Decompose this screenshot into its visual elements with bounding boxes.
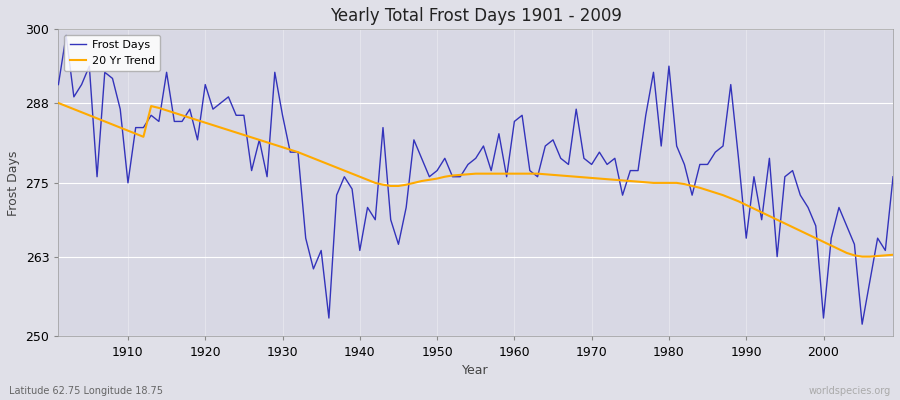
Frost Days	[509, 119, 520, 124]
20 Yr Trend	[602, 177, 613, 182]
Frost Days	[122, 180, 133, 185]
Frost Days	[60, 33, 71, 38]
20 Yr Trend	[331, 165, 342, 170]
Legend: Frost Days, 20 Yr Trend: Frost Days, 20 Yr Trend	[64, 35, 160, 72]
Frost Days	[609, 156, 620, 161]
Frost Days	[53, 82, 64, 87]
Y-axis label: Frost Days: Frost Days	[7, 150, 20, 216]
Line: 20 Yr Trend: 20 Yr Trend	[58, 103, 893, 257]
X-axis label: Year: Year	[463, 364, 489, 377]
Frost Days	[292, 150, 303, 154]
20 Yr Trend	[115, 125, 126, 130]
Frost Days	[857, 322, 868, 326]
Text: Latitude 62.75 Longitude 18.75: Latitude 62.75 Longitude 18.75	[9, 386, 163, 396]
Frost Days	[887, 174, 898, 179]
Frost Days	[339, 174, 350, 179]
20 Yr Trend	[509, 171, 520, 176]
Title: Yearly Total Frost Days 1901 - 2009: Yearly Total Frost Days 1901 - 2009	[329, 7, 622, 25]
20 Yr Trend	[857, 254, 868, 259]
20 Yr Trend	[53, 101, 64, 106]
Line: Frost Days: Frost Days	[58, 36, 893, 324]
20 Yr Trend	[285, 147, 296, 152]
20 Yr Trend	[887, 252, 898, 257]
20 Yr Trend	[501, 171, 512, 176]
Text: worldspecies.org: worldspecies.org	[809, 386, 891, 396]
Frost Days	[517, 113, 527, 118]
